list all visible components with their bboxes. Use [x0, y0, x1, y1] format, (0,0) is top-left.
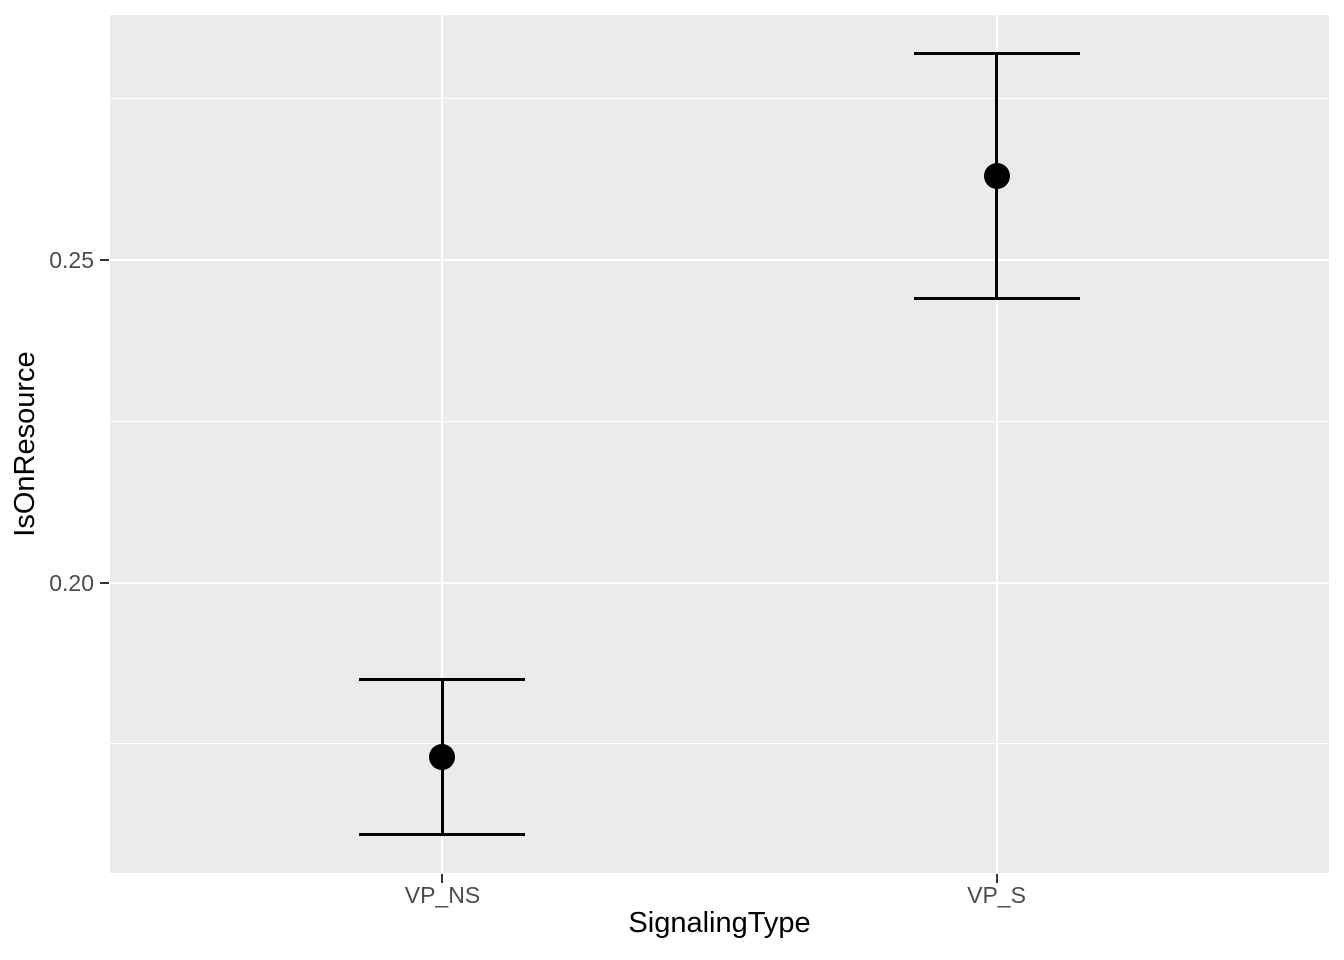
y-gridline-minor [110, 98, 1329, 100]
y-gridline-minor [110, 420, 1329, 422]
y-tick-mark [100, 259, 109, 262]
x-gridline-major [441, 15, 444, 873]
error-bar-cap-lower [359, 832, 526, 836]
x-tick-label: VP_NS [404, 882, 481, 908]
error-bar-cap-upper [913, 52, 1080, 56]
plot-panel [110, 15, 1329, 873]
y-axis-title: IsOnResource [9, 351, 41, 537]
x-tick-mark [441, 874, 444, 883]
mean-point [429, 743, 456, 770]
mean-point [983, 163, 1010, 190]
y-tick-label: 0.25 [49, 247, 94, 274]
x-axis-title: SignalingType [628, 907, 811, 939]
y-tick-label: 0.20 [49, 569, 94, 596]
error-bar-cap-upper [359, 677, 526, 681]
error-bar-cap-lower [913, 297, 1080, 301]
x-tick-mark [995, 874, 998, 883]
x-gridline-major [995, 15, 998, 873]
y-gridline-minor [110, 743, 1329, 745]
y-gridline-major [110, 259, 1329, 262]
y-gridline-major [110, 581, 1329, 584]
y-tick-mark [100, 581, 109, 584]
x-tick-label: VP_S [967, 882, 1026, 908]
